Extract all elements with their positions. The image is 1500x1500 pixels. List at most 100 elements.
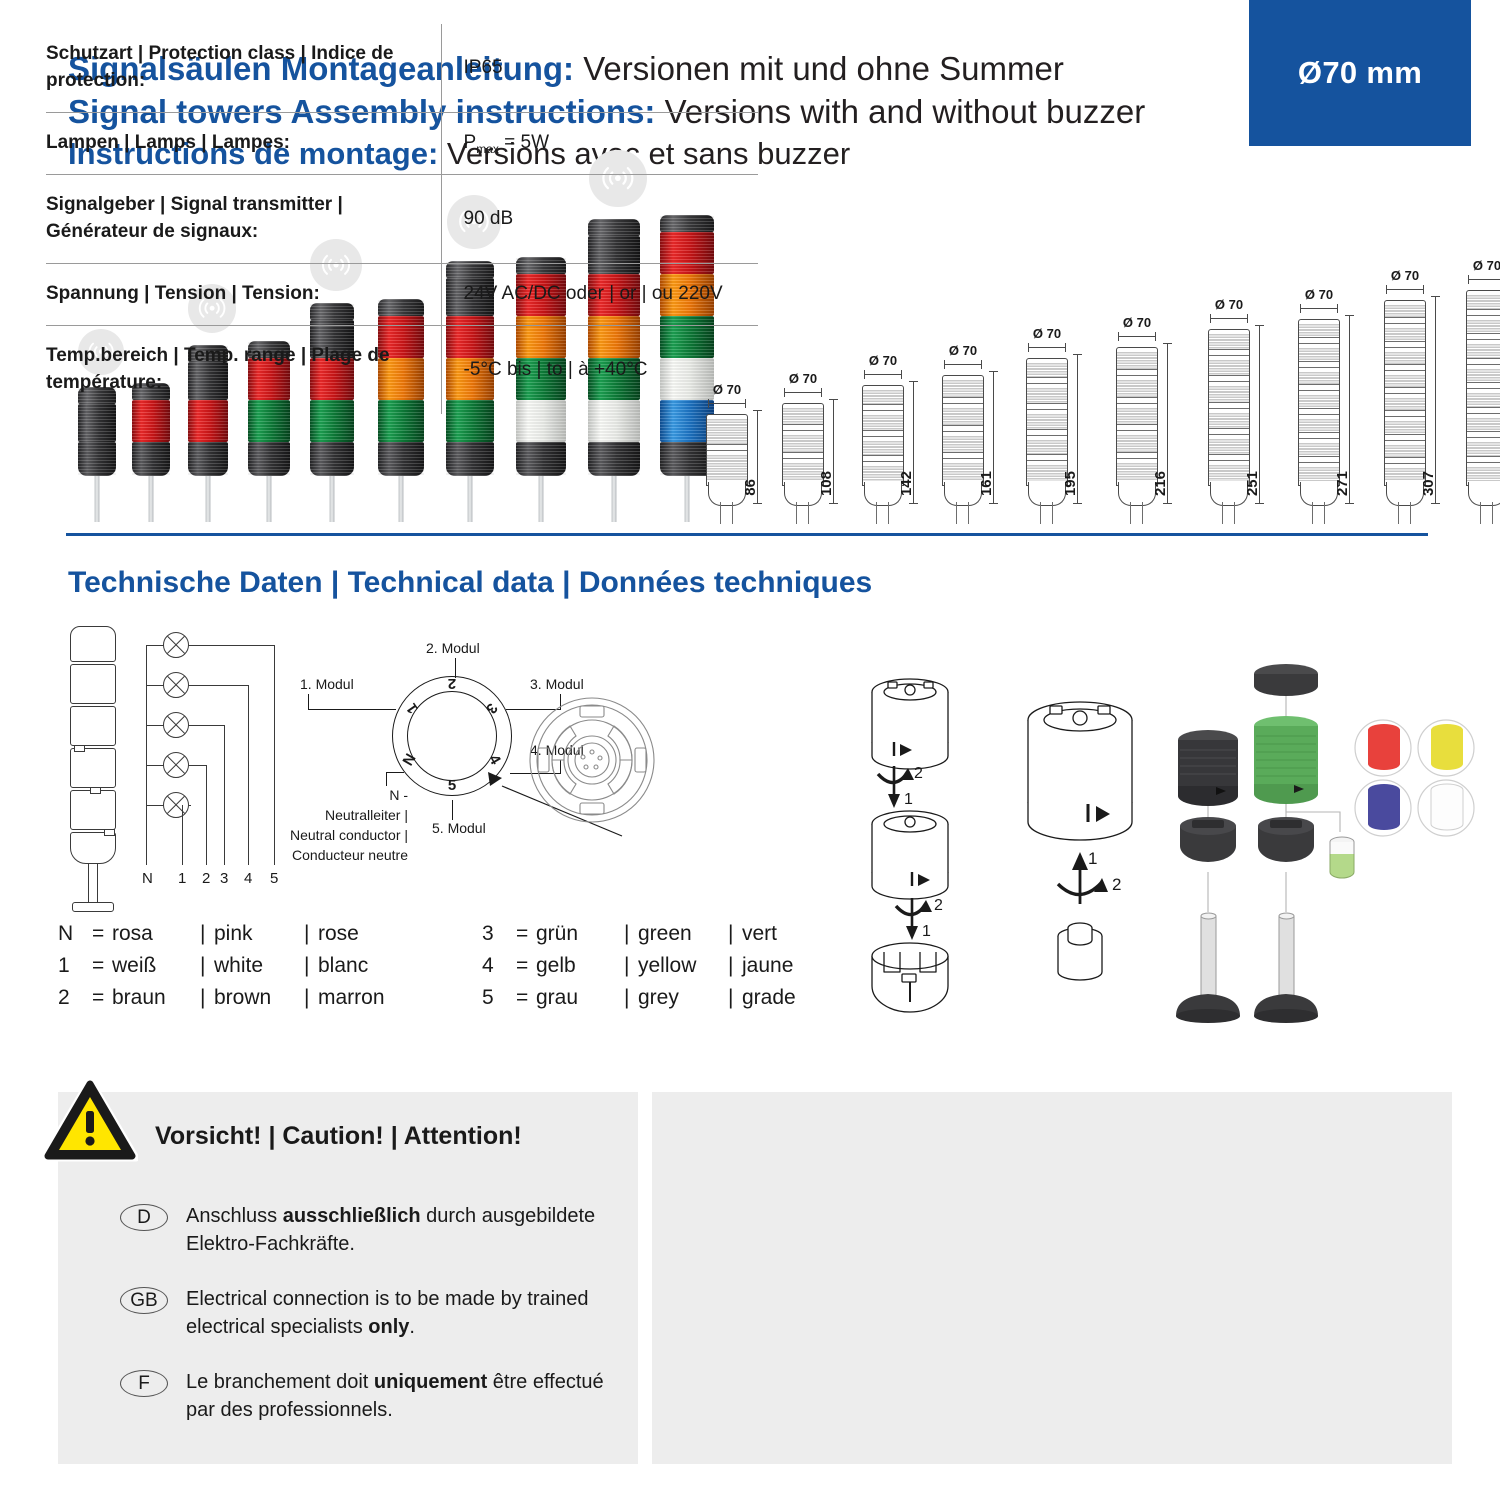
tower-cable bbox=[538, 470, 544, 522]
wire-legend-cell: | bbox=[304, 954, 310, 977]
height-label-142: 142 bbox=[898, 470, 915, 496]
wire-legend-cell: = bbox=[92, 954, 105, 977]
wire-legend-cell: blanc bbox=[318, 954, 369, 977]
dimension-foot bbox=[1385, 482, 1425, 506]
caution-heading: Vorsicht! | Caution! | Attention! bbox=[155, 1122, 522, 1150]
svg-text:1: 1 bbox=[904, 791, 913, 808]
wire-legend-cell bbox=[426, 918, 482, 950]
wire-legend-cell: 1 bbox=[58, 954, 70, 977]
tower-segment-base bbox=[310, 442, 354, 476]
dimension-foot bbox=[1209, 482, 1249, 506]
dimension-body bbox=[1384, 300, 1426, 486]
wire-legend-cell: 5 bbox=[482, 986, 494, 1009]
assembly-removal-diagram: 1 2 bbox=[1027, 701, 1133, 981]
wire-legend-cell: grau bbox=[536, 986, 579, 1009]
diameter-label: Ø 70 bbox=[868, 353, 898, 369]
spec-key: Schutzart | Protection class | Indice de… bbox=[46, 24, 442, 113]
caution-item-gb: GB Electrical connection is to be made by… bbox=[120, 1285, 620, 1342]
dimension-foot bbox=[1117, 482, 1157, 506]
terminal-label-2: 2 bbox=[202, 870, 211, 887]
wire-legend-cell: marron bbox=[318, 986, 385, 1009]
diameter-label: Ø 70 bbox=[712, 381, 742, 397]
svg-text:2: 2 bbox=[914, 765, 923, 782]
ring-pos-5: 5 bbox=[447, 777, 457, 794]
wire-legend-cell: jaune bbox=[742, 954, 794, 977]
tower-segment-base bbox=[248, 442, 290, 476]
dimension-foot bbox=[707, 482, 747, 506]
wire-legend-cell: = bbox=[516, 954, 529, 977]
wire-legend-row: N = rosa | pink | rose 3 = grün | green | vert bbox=[58, 918, 850, 950]
diameter-label: Ø 70 bbox=[1122, 315, 1152, 331]
base-adapter-left bbox=[1180, 817, 1236, 862]
dimension-drawing-142: Ø 70 142 bbox=[862, 351, 918, 524]
caution-item-text: Le branchement doit uniquement être effe… bbox=[186, 1371, 604, 1422]
wire-legend-cell: yellow bbox=[638, 954, 697, 977]
wire-legend-cell: vert bbox=[742, 922, 778, 945]
ring-label-module-1: 1. Modul bbox=[300, 676, 354, 692]
dimension-body bbox=[1466, 290, 1500, 486]
mounting-tube-right bbox=[1254, 912, 1318, 1023]
spec-row: Lampen | Lamps | Lampes: Pmax = 5W bbox=[46, 112, 758, 175]
terminal-label-4: 4 bbox=[244, 870, 253, 887]
dimension-drawing-161: Ø 70 161 bbox=[942, 341, 998, 524]
wire-legend-cell: grade bbox=[742, 986, 796, 1009]
dimension-foot bbox=[1299, 482, 1339, 506]
wire-legend-cell: white bbox=[214, 954, 264, 977]
height-label-307: 307 bbox=[1420, 470, 1437, 496]
ring-label-module-5: 5. Modul bbox=[432, 820, 486, 836]
wire-legend-cell: N bbox=[58, 922, 74, 945]
wiring-schematic: N 1 2 3 4 5 bbox=[58, 622, 308, 912]
wire-legend-cell: | bbox=[728, 954, 734, 977]
wire-legend-cell: brown bbox=[214, 986, 272, 1009]
wire-legend-cell: | bbox=[200, 986, 206, 1009]
wire-legend-cell bbox=[426, 982, 482, 1014]
spec-value: 90 dB bbox=[441, 174, 758, 264]
base-adapter-right bbox=[1258, 817, 1314, 862]
wire-legend-cell: grey bbox=[638, 986, 679, 1009]
terminal-label-1: 1 bbox=[178, 870, 187, 887]
neutral-line-1: N - bbox=[389, 787, 408, 803]
tower-cable bbox=[205, 470, 211, 522]
wire-legend-cell: 2 bbox=[58, 986, 70, 1009]
dimension-foot bbox=[1027, 482, 1067, 506]
spec-value: Pmax = 5W bbox=[441, 112, 758, 175]
spec-row: Signalgeber | Signal transmitter | Génér… bbox=[46, 174, 758, 264]
tower-segment-orange bbox=[446, 358, 494, 400]
height-label-161: 161 bbox=[978, 470, 995, 496]
green-module-part bbox=[1254, 716, 1318, 804]
tower-segment-base bbox=[516, 442, 566, 476]
wire-legend-cell: 3 bbox=[482, 922, 494, 945]
base-cross-section-drawing bbox=[529, 697, 655, 823]
tower-segment-blue bbox=[660, 400, 714, 442]
wire-legend-cell: | bbox=[624, 922, 630, 945]
terminal-label-3: 3 bbox=[220, 870, 229, 887]
wire-legend-cell bbox=[426, 950, 482, 982]
dimension-drawings: Ø 70 86 Ø 70 108 Ø 70 142 Ø 70 161 Ø 70 195 Ø 70 21… bbox=[700, 228, 1500, 524]
svg-text:2: 2 bbox=[934, 897, 943, 914]
dimension-body bbox=[782, 402, 824, 486]
diameter-label: Ø 70 bbox=[1472, 258, 1500, 273]
wire-legend-cell: | bbox=[728, 986, 734, 1009]
dimension-body bbox=[706, 413, 748, 486]
wire-legend-cell: gelb bbox=[536, 954, 576, 977]
wire-legend-row: 1 = weiß | white | blanc 4 = gelb | yellow | jaune bbox=[58, 950, 850, 982]
wire-legend-cell: = bbox=[516, 986, 529, 1009]
tower-segment-base bbox=[378, 442, 424, 476]
dimension-drawing-108: Ø 70 108 bbox=[782, 369, 838, 524]
dimension-body bbox=[1298, 318, 1340, 486]
tower-segment-green bbox=[516, 358, 566, 400]
spec-row: Temp.bereich | Temp. range | Plage de te… bbox=[46, 325, 758, 414]
specifications-panel bbox=[652, 1092, 1452, 1464]
tower-cable bbox=[398, 470, 404, 522]
spec-key: Signalgeber | Signal transmitter | Génér… bbox=[46, 174, 442, 264]
orientation-arrow-icon bbox=[488, 772, 502, 786]
lamp-symbol bbox=[163, 672, 189, 698]
diameter-badge: Ø70 mm bbox=[1249, 0, 1471, 146]
tower-outline-drawing bbox=[62, 626, 122, 912]
wire-legend-cell: green bbox=[638, 922, 692, 945]
dimension-drawing-251: Ø 70 251 bbox=[1208, 295, 1264, 524]
ring-label-module-2: 2. Modul bbox=[426, 640, 480, 656]
caution-item-d: D Anschluss ausschließlich durch ausgebil… bbox=[120, 1202, 620, 1259]
neutral-line-3: Neutral conductor | bbox=[290, 826, 409, 843]
wire-legend-cell: grün bbox=[536, 922, 579, 945]
